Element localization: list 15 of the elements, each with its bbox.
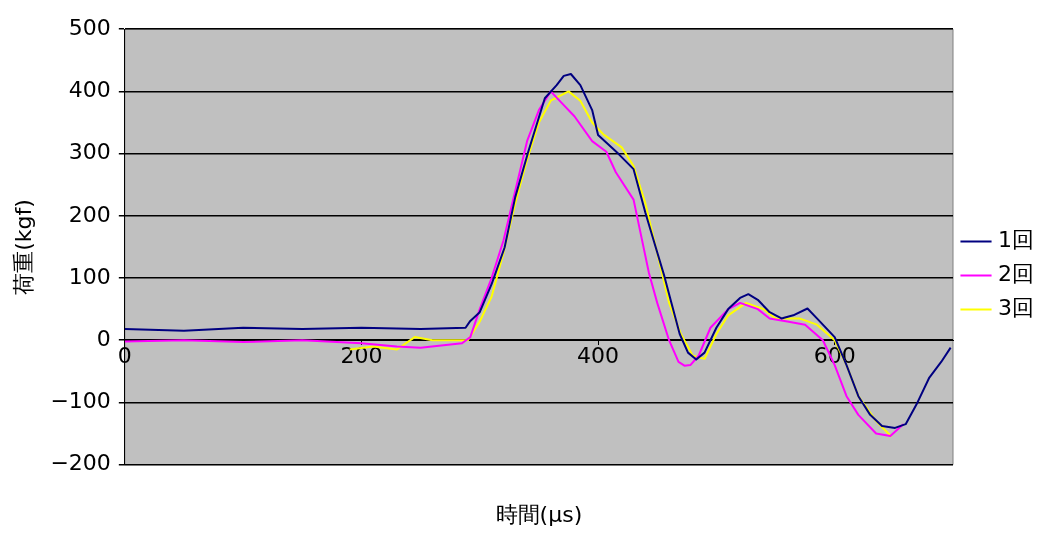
x-tick-label: 400 — [577, 343, 620, 369]
y-tick-label: 100 — [68, 263, 111, 289]
legend-label: 2回 — [998, 261, 1034, 287]
x-tick-label: 200 — [340, 343, 383, 369]
legend-label: 1回 — [998, 227, 1034, 253]
y-tick-label: 400 — [68, 77, 111, 103]
y-tick-label: 0 — [96, 325, 111, 351]
y-tick-label: −100 — [50, 388, 111, 414]
y-tick-label: 500 — [68, 14, 111, 40]
legend-label: 3回 — [998, 295, 1034, 321]
y-tick-label: 300 — [68, 139, 111, 165]
y-tick-label: −200 — [50, 450, 111, 476]
y-axis-title: 荷重(kgf) — [10, 199, 36, 295]
x-axis-title: 時間(μs) — [495, 501, 583, 527]
y-tick-label: 200 — [68, 201, 111, 227]
